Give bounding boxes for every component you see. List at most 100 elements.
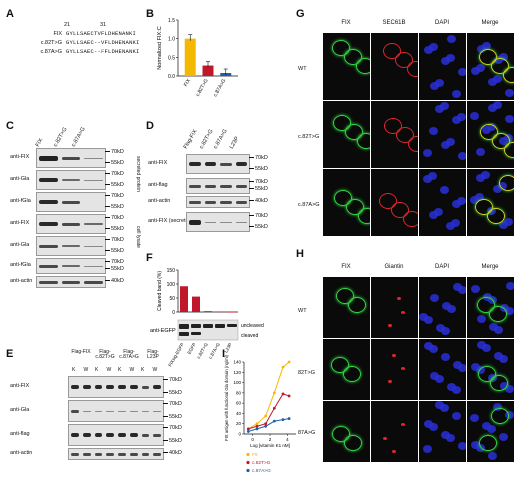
data-point — [272, 406, 276, 410]
seq-text: GYLLSAECTVFLDHENANKI — [66, 30, 137, 37]
size-marker: 70kD — [163, 401, 182, 407]
data-point — [281, 418, 285, 421]
fix-signal — [492, 133, 510, 149]
blot-band — [204, 221, 216, 223]
blot-band — [71, 433, 79, 437]
panel-label-a: A — [6, 8, 14, 20]
blot-band — [153, 410, 161, 412]
nucleus — [471, 363, 480, 371]
micrograph — [418, 100, 467, 169]
giantin-signal — [397, 297, 401, 300]
data-point — [246, 430, 250, 433]
size-marker: 70kD — [105, 215, 124, 221]
blot-band — [189, 162, 201, 166]
blot-panel-e: Flag-FIX Flag-c.82T>G Flag-c.87A>G Flag-… — [8, 348, 223, 468]
nucleus — [447, 35, 456, 43]
blot-band — [39, 244, 58, 248]
nucleus — [434, 208, 443, 216]
nucleus — [452, 90, 461, 98]
nucleus — [429, 423, 438, 431]
nucleus — [458, 442, 466, 450]
sec61b-signal — [408, 136, 418, 152]
blot-row-label: anti-Gla — [10, 242, 30, 248]
nucleus — [447, 305, 456, 313]
group-label: Flag-c.82T>G — [95, 349, 115, 360]
micrograph — [466, 276, 515, 339]
micrograph — [418, 400, 467, 463]
nucleus — [493, 185, 502, 193]
blot-band — [61, 280, 81, 284]
seq-text: GYLLSAEC--VFLDHENANKI — [66, 39, 140, 46]
blot-row-label: anti-fGla — [10, 198, 31, 204]
data-point — [287, 394, 291, 398]
fix-signal — [334, 190, 352, 206]
nucleus — [452, 116, 461, 124]
micrograph — [370, 100, 419, 169]
y-tick-label: 0.5 — [168, 55, 175, 61]
data-point — [272, 391, 276, 395]
fix-signal — [344, 435, 362, 451]
blot-band — [118, 385, 126, 389]
nucleus — [423, 149, 432, 157]
giantin-signal — [401, 423, 405, 426]
size-marker: 55kD — [105, 248, 124, 254]
nucleus — [488, 78, 497, 86]
category-label: L23P — [223, 342, 233, 354]
blot-band — [235, 221, 247, 223]
blot-band — [84, 223, 103, 225]
nucleus — [499, 433, 508, 441]
fix-signal — [503, 67, 514, 83]
blot-band — [84, 245, 103, 247]
position-21: 21 — [64, 22, 71, 28]
micrograph — [370, 276, 419, 339]
blot-band — [82, 452, 91, 456]
bar — [202, 65, 214, 76]
sec61b-signal — [379, 193, 397, 209]
data-point — [281, 365, 285, 369]
nucleus — [488, 104, 497, 112]
blot-band — [153, 433, 161, 437]
data-point — [246, 427, 250, 431]
blot-band — [141, 410, 150, 412]
nucleus — [453, 283, 462, 291]
category-label: c.82T>G — [195, 78, 210, 98]
giantin-signal — [392, 354, 396, 357]
size-marker: 55kD — [163, 390, 182, 396]
nucleus — [471, 441, 480, 449]
micrograph — [322, 276, 371, 339]
fix-signal — [479, 435, 497, 451]
seq-highlight: F — [101, 48, 105, 55]
blot-band — [118, 410, 126, 412]
blot-row-label: anti-actin — [10, 278, 33, 284]
y-tick-label: 150 — [167, 268, 176, 274]
legend-marker — [246, 460, 250, 465]
size-marker: 70kD — [163, 425, 182, 431]
nucleus — [440, 102, 449, 110]
blot-row-label: anti-Gla — [10, 407, 30, 413]
blot-band — [71, 409, 79, 413]
kw-label: W — [106, 367, 112, 373]
nucleus — [458, 286, 466, 294]
y-tick-label: 0 — [238, 432, 241, 437]
giantin-signal — [383, 437, 387, 440]
fix-signal — [479, 49, 497, 65]
blot-panel-d: Flag-FIX c.82T>G c.87A>G L23P anti-FIX 70… — [148, 118, 294, 248]
nucleus — [446, 138, 455, 146]
micrograph — [466, 32, 515, 101]
blot-band — [94, 433, 103, 437]
nucleus — [446, 54, 455, 62]
blot-band — [39, 280, 58, 284]
micrograph — [370, 400, 419, 463]
bar — [192, 296, 200, 312]
nucleus — [493, 101, 502, 109]
group-label: Flag-c.87A>G — [119, 349, 139, 360]
y-tick-label: 50 — [169, 296, 175, 302]
giantin-signal — [392, 450, 396, 453]
nucleus — [499, 355, 508, 363]
nucleus — [476, 64, 485, 72]
blot-band — [191, 324, 201, 328]
nucleus — [476, 174, 485, 182]
legend-label: c.87A>G — [252, 468, 271, 474]
nucleus — [429, 211, 438, 219]
fix-signal — [331, 357, 349, 373]
